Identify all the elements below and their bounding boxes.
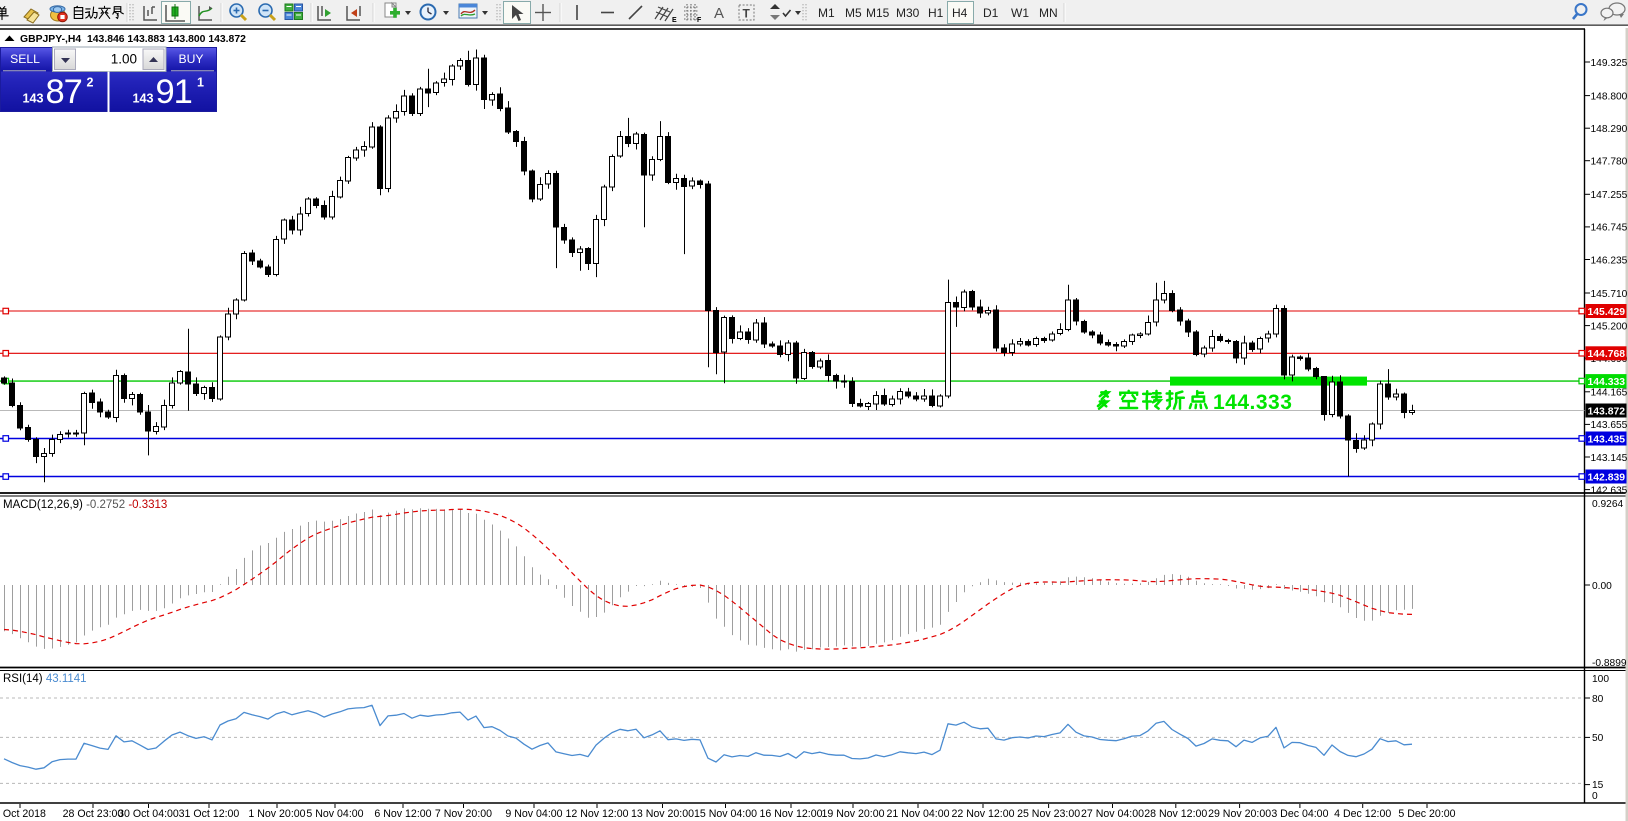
svg-text:7 Nov 20:00: 7 Nov 20:00	[435, 808, 492, 820]
svg-text:27 Nov 04:00: 27 Nov 04:00	[1081, 808, 1144, 820]
svg-text:148.290: 148.290	[1591, 124, 1628, 135]
svg-text:H4: H4	[952, 6, 968, 20]
svg-text:H1: H1	[928, 6, 944, 20]
svg-text:29 Nov 20:00: 29 Nov 20:00	[1208, 808, 1271, 820]
svg-text:BUY: BUY	[178, 52, 203, 66]
svg-text:1 Nov 20:00: 1 Nov 20:00	[248, 808, 305, 820]
svg-text:145.429: 145.429	[1588, 307, 1626, 318]
svg-text:50: 50	[1592, 733, 1604, 744]
svg-text:MN: MN	[1039, 6, 1058, 20]
svg-text:1: 1	[197, 76, 204, 90]
svg-text:147.255: 147.255	[1591, 190, 1628, 201]
svg-text:144.768: 144.768	[1588, 349, 1626, 360]
svg-text:91: 91	[156, 73, 192, 111]
svg-text:19 Nov 20:00: 19 Nov 20:00	[821, 808, 884, 820]
svg-text:31 Oct 12:00: 31 Oct 12:00	[179, 808, 240, 820]
svg-text:5 Dec 20:00: 5 Dec 20:00	[1398, 808, 1455, 820]
svg-text:5 Oct 2018: 5 Oct 2018	[0, 808, 46, 820]
svg-text:M5: M5	[845, 6, 862, 20]
svg-text:1.00: 1.00	[111, 52, 137, 67]
svg-text:25 Nov 23:00: 25 Nov 23:00	[1017, 808, 1080, 820]
svg-text:28 Oct 23:00: 28 Oct 23:00	[63, 808, 124, 820]
svg-text:W1: W1	[1011, 6, 1029, 20]
svg-text:142.839: 142.839	[1588, 472, 1626, 483]
svg-text:143: 143	[22, 92, 43, 106]
svg-text:144.165: 144.165	[1591, 388, 1628, 399]
svg-text:143.655: 143.655	[1591, 420, 1628, 431]
svg-text:4 Dec 12:00: 4 Dec 12:00	[1334, 808, 1391, 820]
svg-text:-0.8899: -0.8899	[1592, 658, 1627, 669]
svg-text:146.235: 146.235	[1591, 255, 1628, 266]
svg-text:15 Nov 04:00: 15 Nov 04:00	[694, 808, 757, 820]
svg-text:A: A	[714, 5, 724, 22]
svg-text:143.435: 143.435	[1588, 434, 1626, 445]
svg-text:143.872: 143.872	[1588, 406, 1626, 417]
svg-text:D1: D1	[983, 6, 999, 20]
svg-text:5 Nov 04:00: 5 Nov 04:00	[306, 808, 363, 820]
svg-text:80: 80	[1592, 694, 1604, 705]
svg-text:E: E	[672, 17, 677, 24]
svg-text:T: T	[743, 7, 751, 21]
svg-text:M30: M30	[896, 6, 920, 20]
svg-text:149.325: 149.325	[1591, 58, 1628, 69]
svg-text:142.635: 142.635	[1591, 485, 1628, 496]
svg-text:13 Nov 20:00: 13 Nov 20:00	[631, 808, 694, 820]
svg-text:147.780: 147.780	[1591, 157, 1628, 168]
svg-text:21 Nov 04:00: 21 Nov 04:00	[886, 808, 949, 820]
svg-text:3 Dec 04:00: 3 Dec 04:00	[1271, 808, 1328, 820]
svg-text:148.800: 148.800	[1591, 91, 1628, 102]
svg-text:15: 15	[1592, 780, 1604, 791]
svg-text:145.710: 145.710	[1591, 289, 1628, 300]
svg-text:87: 87	[46, 73, 82, 111]
svg-text:145.200: 145.200	[1591, 321, 1628, 332]
svg-text:22 Nov 12:00: 22 Nov 12:00	[951, 808, 1014, 820]
svg-text:12 Nov 12:00: 12 Nov 12:00	[565, 808, 628, 820]
svg-text:146.745: 146.745	[1591, 223, 1628, 234]
svg-text:M15: M15	[866, 6, 890, 20]
svg-text:144.333: 144.333	[1588, 377, 1626, 388]
svg-text:30 Oct 04:00: 30 Oct 04:00	[118, 808, 179, 820]
svg-text:143: 143	[132, 92, 153, 106]
svg-text:RSI(14) 43.1141: RSI(14) 43.1141	[3, 673, 87, 685]
svg-text:2: 2	[87, 76, 94, 90]
svg-text:100: 100	[1592, 674, 1609, 685]
svg-text:0: 0	[1592, 791, 1598, 802]
svg-text:SELL: SELL	[10, 52, 40, 66]
svg-text:28 Nov 12:00: 28 Nov 12:00	[1144, 808, 1207, 820]
svg-text:0.9264: 0.9264	[1592, 499, 1623, 510]
svg-text:144.333: 144.333	[1213, 391, 1292, 414]
svg-text:16 Nov 12:00: 16 Nov 12:00	[759, 808, 822, 820]
svg-text:6 Nov 12:00: 6 Nov 12:00	[374, 808, 431, 820]
svg-text:MACD(12,26,9) -0.2752 -0.3313: MACD(12,26,9) -0.2752 -0.3313	[3, 499, 167, 511]
svg-text:GBPJPY-,H4 143.846 143.883 14: GBPJPY-,H4 143.846 143.883 143.800 143.8…	[20, 34, 246, 45]
svg-text:F: F	[697, 17, 702, 24]
svg-text:9 Nov 04:00: 9 Nov 04:00	[505, 808, 562, 820]
svg-text:0.00: 0.00	[1592, 581, 1612, 592]
svg-text:143.145: 143.145	[1591, 453, 1628, 464]
svg-text:M1: M1	[818, 6, 835, 20]
